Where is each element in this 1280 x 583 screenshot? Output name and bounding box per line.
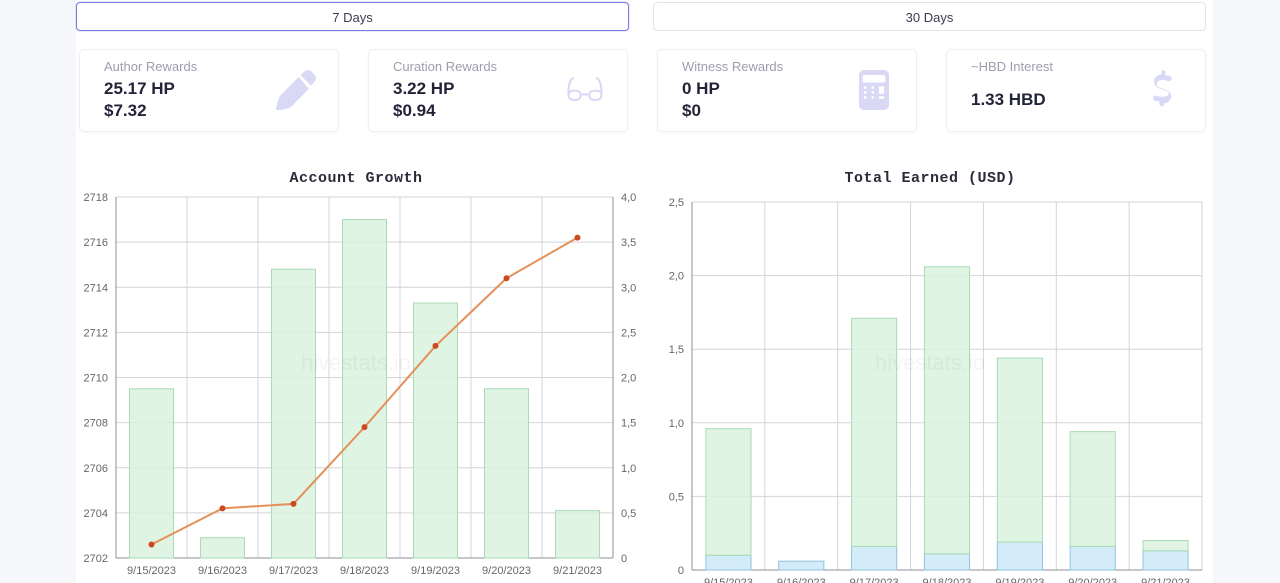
svg-text:2716: 2716 — [84, 237, 108, 249]
svg-text:3,5: 3,5 — [621, 237, 636, 249]
svg-text:9/16/2023: 9/16/2023 — [198, 565, 247, 577]
svg-text:9/15/2023: 9/15/2023 — [127, 565, 176, 577]
svg-text:2712: 2712 — [84, 327, 108, 339]
svg-text:1,5: 1,5 — [669, 344, 684, 356]
svg-text:2704: 2704 — [84, 508, 108, 520]
svg-text:9/18/2023: 9/18/2023 — [923, 577, 972, 583]
svg-text:1,0: 1,0 — [669, 418, 684, 430]
svg-text:9/18/2023: 9/18/2023 — [340, 565, 389, 577]
svg-text:9/20/2023: 9/20/2023 — [1068, 577, 1117, 583]
svg-text:2714: 2714 — [84, 282, 108, 294]
svg-text:2702: 2702 — [84, 553, 108, 565]
svg-text:2718: 2718 — [84, 192, 108, 204]
svg-text:1,5: 1,5 — [621, 418, 636, 430]
svg-text:2,5: 2,5 — [669, 197, 684, 209]
svg-text:3,0: 3,0 — [621, 282, 636, 294]
svg-text:2708: 2708 — [84, 418, 108, 430]
svg-text:0: 0 — [621, 553, 627, 565]
svg-text:2706: 2706 — [84, 463, 108, 475]
svg-text:9/20/2023: 9/20/2023 — [482, 565, 531, 577]
svg-text:9/21/2023: 9/21/2023 — [553, 565, 602, 577]
svg-text:9/17/2023: 9/17/2023 — [850, 577, 899, 583]
svg-text:2710: 2710 — [84, 373, 108, 385]
svg-text:0: 0 — [678, 565, 684, 577]
svg-text:2,0: 2,0 — [669, 271, 684, 283]
svg-text:9/21/2023: 9/21/2023 — [1141, 577, 1190, 583]
svg-text:0,5: 0,5 — [621, 508, 636, 520]
svg-text:4,0: 4,0 — [621, 192, 636, 204]
svg-text:9/17/2023: 9/17/2023 — [269, 565, 318, 577]
svg-text:9/19/2023: 9/19/2023 — [995, 577, 1044, 583]
svg-text:9/16/2023: 9/16/2023 — [777, 577, 826, 583]
svg-text:2,0: 2,0 — [621, 373, 636, 385]
svg-text:1,0: 1,0 — [621, 463, 636, 475]
svg-text:9/15/2023: 9/15/2023 — [704, 577, 753, 583]
svg-text:2,5: 2,5 — [621, 327, 636, 339]
svg-text:0,5: 0,5 — [669, 491, 684, 503]
svg-text:9/19/2023: 9/19/2023 — [411, 565, 460, 577]
